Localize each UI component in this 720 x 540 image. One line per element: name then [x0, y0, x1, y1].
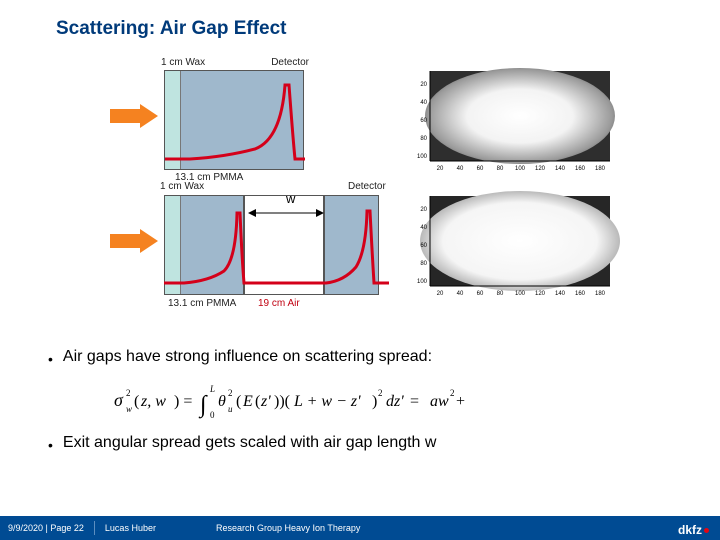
svg-text:))(: ))(: [274, 393, 290, 410]
wax-layer: [165, 196, 181, 294]
slide-title: Scattering: Air Gap Effect: [56, 18, 287, 40]
pmma-block: [164, 195, 244, 295]
footer-group: Research Group Heavy Ion Therapy: [216, 523, 360, 533]
svg-text:40: 40: [457, 166, 464, 172]
wax-label: 1 cm Wax: [160, 181, 204, 192]
svg-text:L + w − z': L + w − z': [293, 393, 361, 410]
footer-date: 9/9/2020: [8, 523, 43, 533]
svg-text:u: u: [228, 404, 233, 414]
heatmap-bottom: 20 40 60 80 100 120 140 160 180 20 40 60 80 100: [410, 191, 620, 301]
svg-text:(: (: [236, 393, 241, 410]
bullet-icon: •: [48, 348, 53, 370]
logo: dkfz: [678, 523, 710, 537]
svg-text:40: 40: [420, 225, 427, 231]
svg-text:(: (: [255, 393, 260, 410]
footer-author: Lucas Huber: [105, 523, 156, 533]
footer-bar: 9/9/2020 | Page 22 Lucas Huber Research …: [0, 516, 720, 540]
dose-curve-icon: [165, 71, 305, 171]
svg-text:20: 20: [437, 166, 444, 172]
svg-text:2: 2: [228, 388, 233, 398]
svg-text:2: 2: [126, 388, 131, 398]
bullet-icon: •: [48, 434, 53, 456]
svg-text:60: 60: [420, 118, 427, 124]
svg-text:100: 100: [515, 291, 526, 297]
svg-text:E: E: [242, 393, 253, 410]
svg-text:θ: θ: [218, 393, 226, 410]
formula: σ 2 w ( z, w ) = ∫ L 0 θ 2 u ( E ( z' ))…: [114, 380, 665, 418]
svg-text:60: 60: [420, 243, 427, 249]
air-label: 19 cm Air: [258, 298, 300, 309]
w-label: w: [286, 191, 295, 206]
svg-text:L: L: [209, 384, 215, 394]
bullet-text: Air gaps have strong influence on scatte…: [63, 348, 432, 366]
svg-text:180: 180: [595, 166, 606, 172]
diagram-row-2: 1 cm Wax Detector 13.1 cm PMMA 19 cm Air…: [110, 185, 610, 305]
bullet-text: Exit angular spread gets scaled with air…: [63, 434, 437, 452]
svg-text:100: 100: [515, 166, 526, 172]
wax-layer: [165, 71, 181, 169]
bullet-list: • Air gaps have strong influence on scat…: [48, 348, 665, 464]
beam-arrow-icon: [110, 229, 158, 253]
footer-page: Page 22: [50, 523, 84, 533]
figure-area: 1 cm Wax Detector 13.1 cm PMMA: [110, 60, 610, 330]
svg-text:60: 60: [477, 166, 484, 172]
svg-text:40: 40: [457, 291, 464, 297]
detector-label: Detector: [271, 57, 309, 68]
diagram-row-1: 1 cm Wax Detector 13.1 cm PMMA: [110, 60, 610, 180]
svg-text:100: 100: [417, 279, 428, 285]
bullet-2: • Exit angular spread gets scaled with a…: [48, 434, 665, 456]
detector-label: Detector: [348, 181, 386, 192]
svg-text:=: =: [410, 393, 419, 410]
svg-text:80: 80: [497, 166, 504, 172]
svg-text:120: 120: [535, 166, 546, 172]
svg-text:z': z': [260, 393, 271, 410]
svg-text:σ: σ: [114, 390, 124, 410]
logo-dot-icon: [704, 528, 709, 533]
svg-text:2: 2: [450, 388, 455, 398]
svg-text:20: 20: [437, 291, 444, 297]
bullet-1: • Air gaps have strong influence on scat…: [48, 348, 665, 370]
svg-text:100: 100: [417, 154, 428, 160]
logo-text: dkfz: [678, 523, 702, 537]
svg-text:160: 160: [575, 166, 586, 172]
svg-text:40: 40: [420, 100, 427, 106]
svg-text:∫: ∫: [198, 392, 208, 419]
svg-text:140: 140: [555, 166, 566, 172]
svg-text:) =: ) =: [174, 393, 192, 410]
svg-text:w: w: [126, 404, 132, 414]
svg-text:aw: aw: [430, 393, 449, 410]
svg-text:120: 120: [535, 291, 546, 297]
schematic-top: 1 cm Wax Detector 13.1 cm PMMA: [164, 70, 304, 170]
svg-text:20: 20: [420, 82, 427, 88]
svg-text:20: 20: [420, 207, 427, 213]
beam-arrow-icon: [110, 104, 158, 128]
svg-text:0: 0: [210, 410, 215, 420]
svg-text:60: 60: [477, 291, 484, 297]
svg-text:80: 80: [497, 291, 504, 297]
svg-text:+: +: [456, 393, 465, 410]
svg-text:z, w: z, w: [140, 393, 166, 410]
svg-text:160: 160: [575, 291, 586, 297]
pmma-label: 13.1 cm PMMA: [168, 298, 236, 309]
svg-text:dz': dz': [386, 393, 404, 410]
svg-text:80: 80: [420, 261, 427, 267]
gap-arrow-icon: [248, 205, 324, 215]
svg-text:180: 180: [595, 291, 606, 297]
svg-text:140: 140: [555, 291, 566, 297]
svg-text:): ): [372, 393, 377, 410]
svg-text:(: (: [134, 393, 139, 410]
detector-block: [324, 195, 379, 295]
svg-text:2: 2: [378, 388, 383, 398]
svg-text:80: 80: [420, 136, 427, 142]
wax-label: 1 cm Wax: [161, 57, 205, 68]
heatmap-top: 20 40 60 80 100 120 140 160 180 20 40 60 80 100: [410, 66, 620, 176]
